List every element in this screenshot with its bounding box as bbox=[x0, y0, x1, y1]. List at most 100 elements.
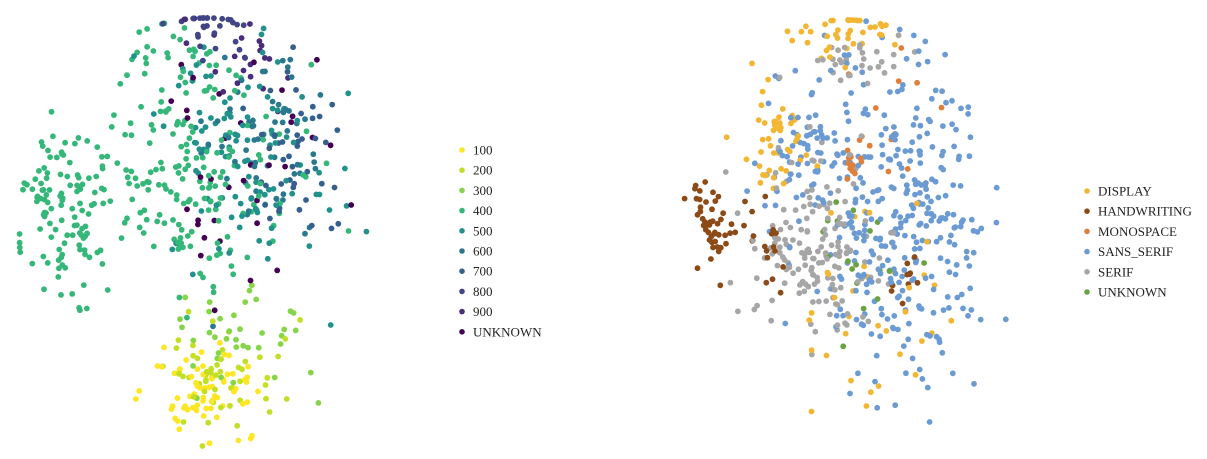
data-point bbox=[53, 154, 60, 161]
data-point bbox=[842, 198, 848, 205]
data-point bbox=[104, 153, 111, 160]
data-point bbox=[906, 320, 912, 327]
data-point bbox=[863, 403, 870, 409]
data-point bbox=[877, 216, 884, 223]
data-point bbox=[901, 254, 908, 261]
data-point bbox=[158, 87, 165, 93]
data-point bbox=[814, 168, 821, 175]
data-point bbox=[916, 305, 923, 311]
data-point bbox=[993, 184, 1000, 191]
data-point bbox=[227, 106, 233, 112]
data-point bbox=[852, 170, 858, 177]
data-point bbox=[875, 383, 882, 389]
data-point bbox=[225, 134, 232, 141]
data-point bbox=[837, 284, 844, 291]
data-point bbox=[206, 62, 213, 69]
data-point bbox=[209, 318, 216, 325]
data-point bbox=[780, 264, 786, 270]
data-point bbox=[168, 406, 175, 412]
data-point bbox=[950, 211, 957, 218]
data-point bbox=[853, 261, 859, 268]
data-point bbox=[167, 189, 174, 195]
data-point bbox=[762, 172, 769, 179]
data-point bbox=[275, 101, 282, 108]
data-point bbox=[46, 187, 53, 193]
data-point bbox=[233, 336, 239, 343]
data-point bbox=[262, 202, 268, 208]
data-point bbox=[900, 82, 906, 88]
data-point bbox=[47, 220, 53, 227]
data-point bbox=[912, 371, 919, 378]
data-point bbox=[45, 147, 51, 154]
data-point bbox=[787, 224, 794, 231]
data-point bbox=[860, 314, 866, 320]
data-point bbox=[896, 26, 903, 33]
data-point bbox=[905, 213, 911, 220]
data-point bbox=[231, 53, 238, 60]
data-point bbox=[192, 201, 199, 208]
data-point bbox=[855, 370, 861, 377]
data-point bbox=[189, 129, 196, 135]
data-point bbox=[143, 60, 150, 67]
data-point bbox=[924, 58, 931, 65]
data-point bbox=[190, 352, 197, 359]
data-point bbox=[267, 87, 274, 94]
legend-marker bbox=[459, 147, 465, 153]
data-point bbox=[909, 355, 916, 362]
data-point bbox=[866, 259, 873, 265]
data-point bbox=[885, 257, 891, 264]
data-point bbox=[243, 147, 250, 154]
data-point bbox=[787, 114, 794, 121]
data-point bbox=[198, 349, 205, 355]
data-point bbox=[286, 153, 292, 160]
data-point bbox=[203, 73, 209, 80]
legend-marker bbox=[459, 268, 465, 275]
data-point bbox=[917, 122, 924, 129]
data-point bbox=[217, 23, 223, 29]
data-point bbox=[834, 322, 841, 329]
data-point bbox=[255, 388, 261, 395]
data-point bbox=[213, 62, 220, 69]
data-point bbox=[844, 311, 851, 317]
data-point bbox=[16, 231, 23, 237]
data-point bbox=[734, 210, 741, 217]
data-point bbox=[225, 154, 232, 160]
data-point bbox=[296, 206, 303, 213]
data-point bbox=[769, 297, 775, 304]
data-point bbox=[832, 138, 838, 144]
legend-label: 100 bbox=[473, 143, 493, 158]
data-point bbox=[864, 289, 870, 296]
data-point bbox=[240, 67, 247, 74]
data-point bbox=[857, 155, 864, 162]
data-point bbox=[21, 180, 28, 187]
data-point bbox=[263, 113, 269, 120]
data-point bbox=[219, 143, 225, 150]
data-point bbox=[311, 159, 318, 166]
data-point bbox=[200, 363, 206, 369]
data-point bbox=[138, 103, 145, 110]
data-point bbox=[234, 422, 241, 429]
data-point bbox=[879, 262, 886, 269]
data-point bbox=[837, 77, 844, 84]
data-point bbox=[940, 123, 946, 129]
data-point bbox=[831, 130, 838, 136]
data-point bbox=[226, 250, 233, 256]
data-point bbox=[195, 217, 202, 224]
data-point bbox=[764, 254, 771, 261]
data-point bbox=[141, 207, 148, 214]
data-point bbox=[899, 273, 905, 280]
data-point bbox=[256, 83, 263, 90]
data-point bbox=[824, 215, 831, 222]
data-point bbox=[299, 94, 305, 100]
data-point bbox=[252, 205, 259, 212]
data-point bbox=[230, 271, 237, 278]
data-point bbox=[928, 95, 935, 102]
data-point bbox=[237, 326, 243, 333]
data-point bbox=[818, 244, 825, 250]
data-point bbox=[902, 148, 909, 155]
data-point bbox=[266, 409, 273, 415]
data-point bbox=[944, 294, 951, 300]
data-point bbox=[48, 205, 55, 212]
data-point bbox=[783, 219, 789, 226]
data-point bbox=[83, 305, 90, 312]
